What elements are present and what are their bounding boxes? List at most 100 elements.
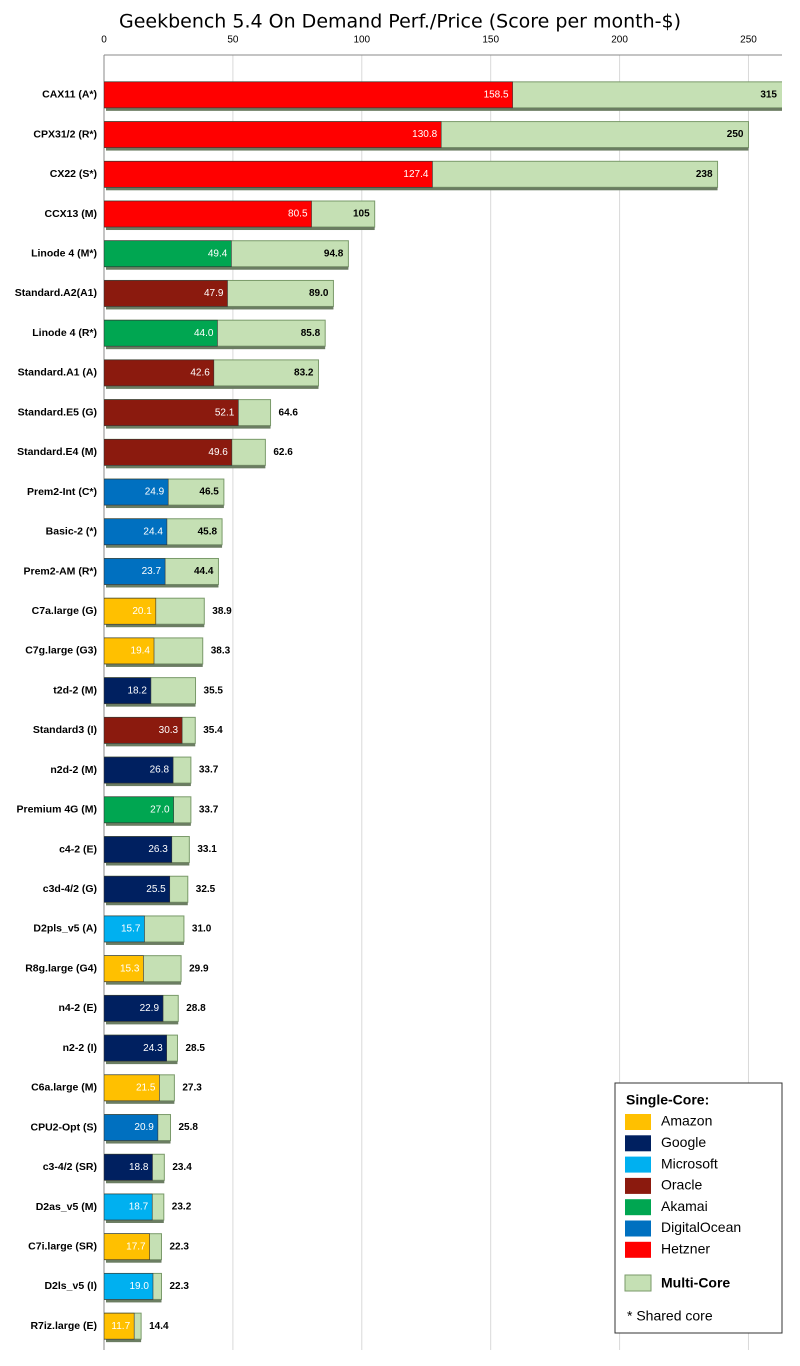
single-core-label: 18.8: [129, 1162, 149, 1173]
legend-swatch: [625, 1241, 651, 1258]
category-label: n2-2 (I): [63, 1042, 97, 1054]
single-core-label: 127.4: [403, 169, 428, 180]
multi-core-label: 62.6: [273, 447, 293, 458]
single-core-bar: [104, 160, 433, 188]
multi-core-label: 38.9: [212, 606, 232, 617]
legend-note: * Shared core: [627, 1308, 713, 1324]
labels: 0 50 100 150 200 250 CAX11 (A*) 158.5 315 CPX31/2…: [15, 35, 778, 1332]
bar-shadow: [106, 425, 271, 429]
x-tick-label: 250: [740, 35, 757, 46]
legend: Single-Core: Amazon Google Microsoft Oracle A…: [624, 1092, 741, 1324]
category-label: D2ls_v5 (I): [44, 1280, 97, 1292]
single-core-label: 22.9: [140, 1003, 160, 1014]
single-core-bar: [104, 439, 233, 466]
single-core-label: 24.9: [145, 487, 165, 498]
single-core-label: 80.5: [288, 209, 308, 220]
bar-shadow: [106, 266, 349, 270]
bar-shadow: [106, 822, 191, 826]
multi-core-label: 44.4: [194, 566, 214, 577]
single-core-label: 158.5: [484, 90, 509, 101]
category-label: Standard.E5 (G): [18, 406, 97, 418]
bars: [104, 81, 782, 1343]
category-label: Standard.A1 (A): [18, 367, 97, 379]
bar-shadow: [106, 346, 326, 350]
category-label: Prem2-AM (R*): [23, 565, 97, 577]
bar-shadow: [106, 783, 191, 787]
bar-shadow: [106, 743, 196, 747]
bar-shadow: [106, 1100, 175, 1104]
legend-label: Oracle: [661, 1177, 702, 1193]
single-core-bar: [104, 1153, 153, 1181]
multi-core-label: 22.3: [169, 1281, 189, 1292]
single-core-label: 21.5: [136, 1082, 156, 1093]
single-core-label: 20.1: [132, 606, 152, 617]
category-label: Linode 4 (M*): [31, 248, 97, 260]
bar-shadow: [106, 306, 334, 310]
multi-core-label: 85.8: [301, 328, 321, 339]
category-label: C7i.large (SR): [28, 1240, 97, 1252]
multi-core-label: 315: [760, 90, 777, 101]
bar-shadow: [106, 1259, 162, 1263]
single-core-label: 42.6: [190, 368, 210, 379]
single-core-label: 19.0: [130, 1281, 150, 1292]
category-label: CAX11 (A*): [42, 89, 97, 101]
single-core-bar: [104, 280, 228, 307]
single-core-label: 25.5: [146, 884, 166, 895]
bar-shadow: [106, 227, 375, 231]
bar-shadow: [106, 544, 223, 548]
single-core-label: 47.9: [204, 288, 224, 299]
single-core-label: 26.8: [150, 765, 170, 776]
multi-core-label: 35.4: [203, 725, 223, 736]
bar-shadow: [106, 902, 188, 906]
single-core-bar: [104, 319, 218, 347]
single-core-label: 24.4: [143, 526, 163, 537]
legend-label: Multi-Core: [661, 1275, 730, 1291]
multi-core-label: 238: [696, 169, 713, 180]
multi-core-label: 22.3: [169, 1241, 189, 1252]
bar-shadow: [106, 1061, 178, 1065]
x-tick-label: 50: [227, 35, 239, 46]
single-core-bar: [104, 200, 312, 228]
multi-core-label: 27.3: [182, 1082, 202, 1093]
single-core-bar: [104, 637, 155, 665]
legend-swatch: [625, 1156, 651, 1173]
multi-core-label: 105: [353, 209, 370, 220]
multi-core-label: 46.5: [199, 487, 219, 498]
single-core-label: 11.7: [111, 1321, 130, 1332]
bar-shadow: [106, 624, 205, 628]
category-label: C7a.large (G): [32, 605, 97, 617]
category-label: CPU2-Opt (S): [31, 1121, 98, 1133]
category-label: n4-2 (E): [58, 1002, 97, 1014]
single-core-bar: [104, 1193, 153, 1221]
single-core-label: 18.2: [127, 685, 147, 696]
single-core-bar: [104, 836, 173, 863]
multi-core-label: 28.5: [185, 1043, 205, 1054]
category-label: t2d-2 (M): [53, 684, 97, 696]
single-core-label: 20.9: [134, 1122, 154, 1133]
bar-shadow: [106, 187, 718, 191]
multi-core-label: 28.8: [186, 1003, 206, 1014]
single-core-label: 49.4: [208, 248, 228, 259]
single-core-label: 24.3: [143, 1043, 163, 1054]
multi-core-label: 14.4: [149, 1321, 169, 1332]
multi-core-label: 94.8: [324, 248, 344, 259]
category-label: n2d-2 (M): [50, 764, 97, 776]
x-tick-label: 100: [353, 35, 370, 46]
bar-shadow: [106, 385, 319, 389]
bar-shadow: [106, 107, 782, 111]
single-core-label: 26.3: [148, 844, 168, 855]
single-core-bar: [104, 558, 166, 585]
single-core-bar: [104, 81, 513, 109]
multi-core-label: 25.8: [179, 1122, 199, 1133]
legend-label: Google: [661, 1134, 706, 1150]
category-label: CX22 (S*): [50, 168, 97, 180]
single-core-label: 130.8: [412, 129, 437, 140]
multi-core-label: 23.2: [172, 1202, 192, 1213]
single-core-label: 15.7: [121, 924, 141, 935]
multi-core-label: 45.8: [198, 526, 218, 537]
legend-swatch: [625, 1135, 651, 1152]
single-core-label: 17.7: [126, 1241, 146, 1252]
single-core-bar: [104, 597, 157, 625]
category-label: D2pls_v5 (A): [33, 923, 97, 935]
legend-swatch: [624, 1274, 652, 1292]
